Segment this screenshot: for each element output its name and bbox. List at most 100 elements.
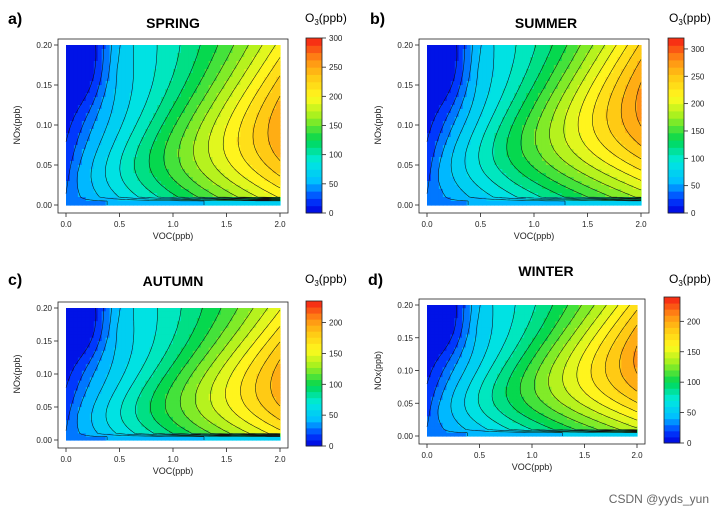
contour-cell <box>502 201 507 206</box>
contour-cell <box>593 73 598 78</box>
contour-cell <box>506 145 511 150</box>
contour-cell <box>176 57 182 62</box>
contour-cell <box>236 169 241 174</box>
contour-cell <box>526 61 531 66</box>
contour-cell <box>427 121 432 126</box>
contour-cell <box>510 73 515 78</box>
contour-cell <box>589 69 595 74</box>
contour-cell <box>137 169 142 174</box>
contour-cell <box>434 133 440 138</box>
contour-cell <box>442 45 448 50</box>
contour-cell <box>605 153 610 158</box>
contour-cell <box>149 61 154 66</box>
contour-cell <box>109 197 115 202</box>
contour-cell <box>129 77 134 82</box>
y-tick-label: 0.20 <box>397 41 413 50</box>
contour-cell <box>105 169 111 174</box>
contour-cell <box>601 73 606 78</box>
contour-cell <box>530 153 535 158</box>
contour-cell <box>133 185 138 190</box>
contour-cell <box>514 109 519 114</box>
contour-cell <box>240 149 245 154</box>
contour-cell <box>553 69 559 74</box>
contour-cell <box>577 141 583 146</box>
contour-cell <box>244 137 249 142</box>
contour-cell <box>268 137 273 142</box>
contour-cell <box>264 201 269 206</box>
contour-cell <box>486 109 491 114</box>
contour-cell <box>494 145 499 150</box>
contour-cell <box>121 308 127 312</box>
contour-cell <box>541 161 547 166</box>
contour-cell <box>220 149 226 154</box>
contour-cell <box>153 177 158 182</box>
contour-cell <box>105 125 111 130</box>
contour-cell <box>149 149 154 154</box>
colorbar-step <box>306 183 322 192</box>
contour-cell <box>101 125 107 130</box>
contour-cell <box>561 181 567 186</box>
contour-cell <box>585 105 591 110</box>
contour-cell <box>240 105 245 110</box>
contour-cell <box>442 81 448 86</box>
contour-cell <box>593 181 598 186</box>
contour-cell <box>216 89 222 94</box>
contour-cell <box>506 113 511 118</box>
contour-cell <box>109 153 115 158</box>
contour-cell <box>506 85 511 90</box>
colorbar-title: O3(ppb) <box>305 11 347 27</box>
contour-cell <box>482 177 488 182</box>
contour-cell <box>605 45 610 50</box>
contour-cell <box>502 189 507 194</box>
contour-cell <box>260 321 265 326</box>
contour-cell <box>248 157 253 162</box>
contour-cell <box>458 117 464 122</box>
contour-cell <box>113 201 119 206</box>
contour-cell <box>272 61 277 66</box>
contour-cell <box>482 161 488 166</box>
contour-cell <box>248 133 253 138</box>
contour-cell <box>427 57 432 62</box>
contour-cell <box>438 141 444 146</box>
x-tick-label: 0.0 <box>421 220 433 229</box>
contour-cell <box>169 193 174 198</box>
contour-cell <box>458 157 464 162</box>
contour-cell <box>121 337 127 342</box>
contour-cell <box>617 109 622 114</box>
contour-cell <box>494 169 499 174</box>
contour-cell <box>625 145 630 150</box>
contour-cell <box>260 157 265 162</box>
contour-cell <box>268 129 273 134</box>
contour-cell <box>113 169 119 174</box>
contour-cell <box>121 113 127 118</box>
contour-cell <box>593 173 598 178</box>
contour-cell <box>81 121 87 126</box>
contour-cell <box>97 49 103 54</box>
contour-cell <box>66 61 71 66</box>
contour-cell <box>470 113 476 118</box>
contour-cell <box>268 201 273 206</box>
colorbar-step <box>668 132 684 141</box>
contour-cell <box>617 173 622 178</box>
contour-cell <box>482 85 488 90</box>
contour-cell <box>240 113 245 118</box>
contour-cell <box>557 145 563 150</box>
contour-cell <box>113 197 119 202</box>
contour-cell <box>617 101 622 106</box>
contour-cell <box>224 311 230 316</box>
contour-cell <box>228 61 234 66</box>
contour-cell <box>561 69 567 74</box>
contour-cell <box>105 85 111 90</box>
contour-cell <box>149 317 154 322</box>
contour-cell <box>97 53 103 58</box>
contour-cell <box>474 69 480 74</box>
contour-cell <box>244 153 249 158</box>
contour-cell <box>537 161 543 166</box>
contour-cell <box>165 149 170 154</box>
contour-line <box>105 44 280 202</box>
contour-cell <box>204 77 210 82</box>
contour-cell <box>458 65 464 70</box>
contour-cell <box>129 149 134 154</box>
contour-cell <box>541 137 547 142</box>
contour-cell <box>545 45 551 50</box>
